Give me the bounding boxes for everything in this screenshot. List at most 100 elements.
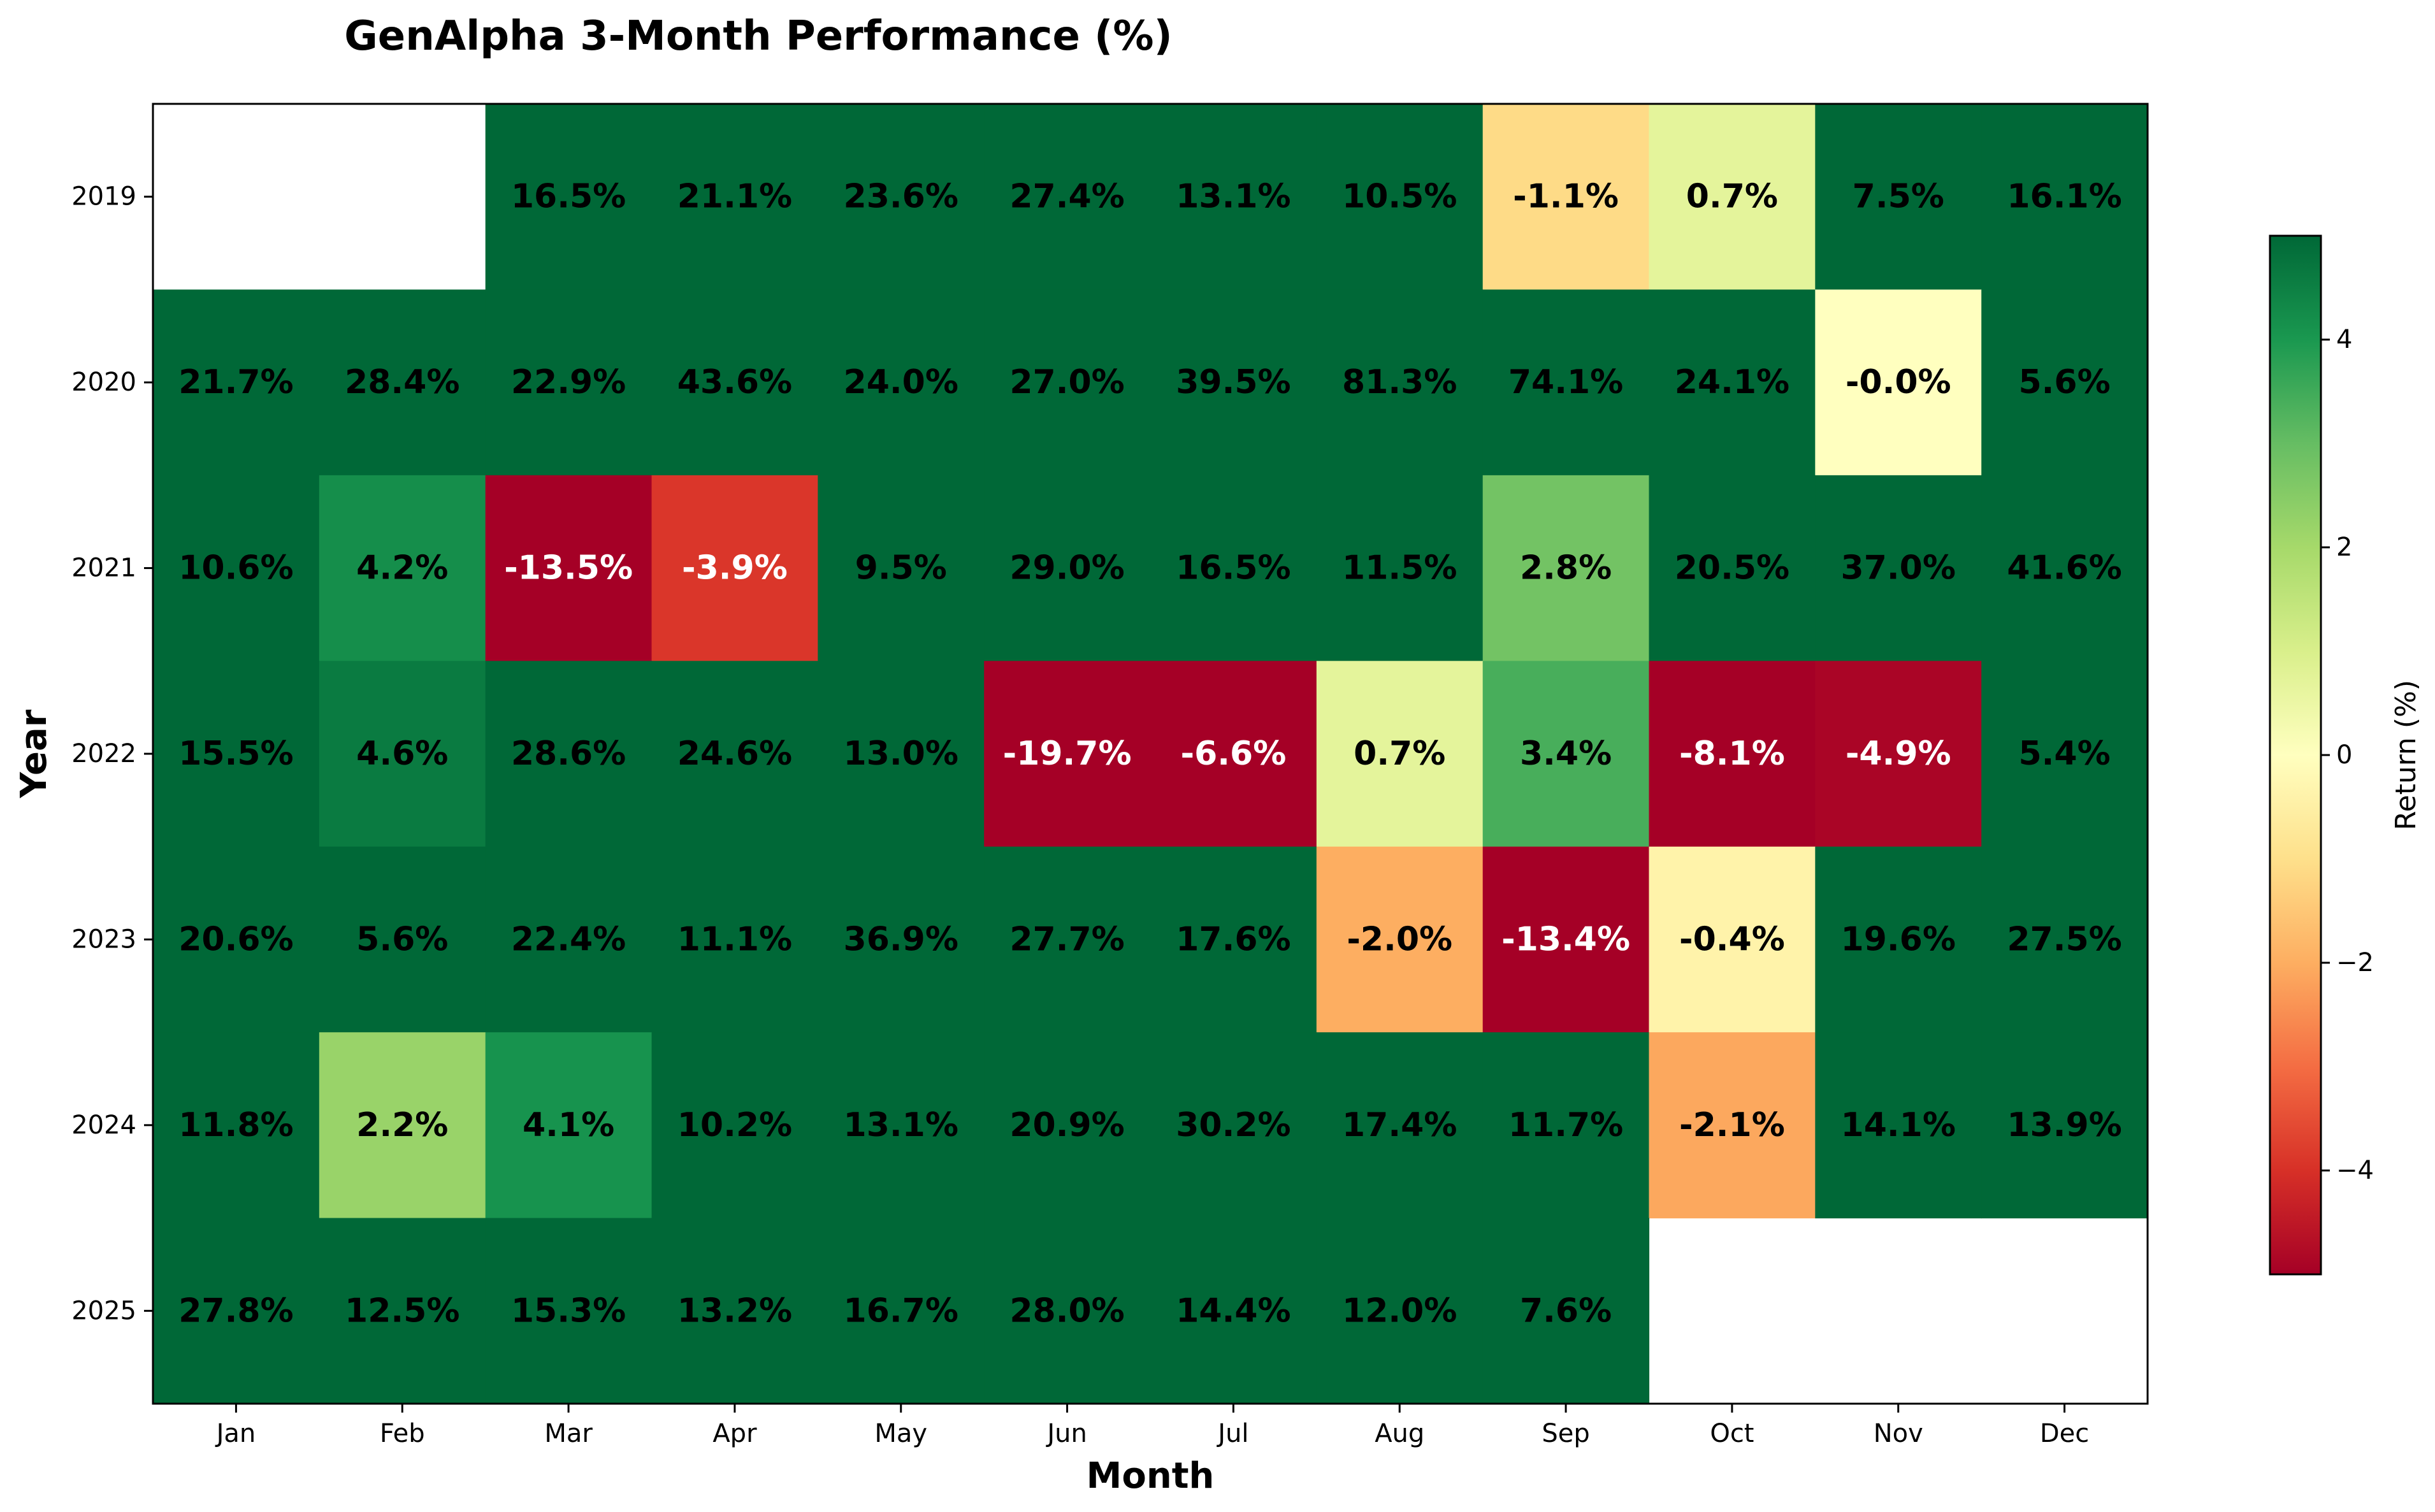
heatmap-cell <box>319 1218 486 1404</box>
cell-value-label: 4.6% <box>356 735 448 773</box>
x-tick-label: Nov <box>1874 1419 1923 1448</box>
y-axis-label: Year <box>13 709 55 798</box>
heatmap-cell <box>1150 1218 1317 1404</box>
heatmap-cell <box>1815 661 1982 847</box>
heatmap-cell <box>984 475 1151 661</box>
cell-value-label: 14.1% <box>1841 1106 1956 1144</box>
cell-value-label: 27.7% <box>1009 920 1124 958</box>
cell-value-label: 20.5% <box>1675 549 1789 587</box>
heatmap-cell <box>651 289 818 476</box>
cell-value-label: 3.4% <box>1520 735 1612 773</box>
heatmap-cell <box>1150 1032 1317 1219</box>
heatmap-cell <box>984 289 1151 476</box>
cell-value-label: 11.7% <box>1508 1106 1623 1144</box>
heatmap-cell <box>485 289 653 476</box>
cell-value-label: -13.5% <box>504 549 633 587</box>
heatmap-cell <box>1482 846 1650 1033</box>
cell-value-label: 19.6% <box>1841 920 1956 958</box>
cell-value-label: -6.6% <box>1181 735 1287 773</box>
cell-value-label: 81.3% <box>1342 363 1457 401</box>
cell-value-label: -3.9% <box>682 549 788 587</box>
cell-value-label: 24.6% <box>677 735 792 773</box>
colorbar-label: Return (%) <box>2390 680 2422 830</box>
cell-value-label: 2.2% <box>356 1106 448 1144</box>
heatmap-cell <box>1981 661 2148 847</box>
cell-value-label: 13.1% <box>844 1106 958 1144</box>
cell-value-label: -13.4% <box>1501 920 1630 958</box>
heatmap-cell <box>1981 104 2148 291</box>
heatmap-cell-labels: 16.5% 21.1% 23.6% 27.4% 13.1% 10.5% -1.1% 0.7% 7… <box>178 178 2122 1330</box>
heatmap-cell <box>1649 846 1816 1033</box>
cell-value-label: 20.9% <box>1009 1106 1124 1144</box>
heatmap-cell <box>1482 104 1650 291</box>
cell-value-label: 22.9% <box>511 363 626 401</box>
y-tick-label: 2020 <box>71 368 136 397</box>
cell-value-label: 22.4% <box>511 920 626 958</box>
heatmap-cell <box>1316 1218 1484 1404</box>
cell-value-label: 5.4% <box>2018 735 2110 773</box>
heatmap-cell <box>1649 661 1816 847</box>
cell-value-label: 4.2% <box>356 549 448 587</box>
heatmap-cell <box>818 475 985 661</box>
heatmap-cell <box>1815 1032 1982 1219</box>
heatmap-cell <box>153 661 320 847</box>
cell-value-label: 15.3% <box>511 1292 626 1330</box>
heatmap-cell <box>319 289 486 476</box>
cell-value-label: -0.0% <box>1846 363 1951 401</box>
y-tick-label: 2021 <box>71 554 136 583</box>
heatmap-cell <box>1482 289 1650 476</box>
heatmap-cell <box>984 846 1151 1033</box>
cell-value-label: 20.6% <box>178 920 293 958</box>
cell-value-label: 24.1% <box>1675 363 1789 401</box>
cell-value-label: 30.2% <box>1176 1106 1290 1144</box>
heatmap-cell <box>651 475 818 661</box>
heatmap-cell <box>1482 475 1650 661</box>
heatmap-cell <box>1649 104 1816 291</box>
x-axis-label: Month <box>1087 1455 1215 1497</box>
colorbar-tick-label: −4 <box>2336 1156 2374 1185</box>
x-tick-label: Aug <box>1375 1419 1424 1448</box>
cell-value-label: 24.0% <box>844 363 958 401</box>
cell-value-label: 27.5% <box>2007 920 2121 958</box>
heatmap-cell <box>818 661 985 847</box>
x-tick-label: Dec <box>2040 1419 2089 1448</box>
cell-value-label: -4.9% <box>1846 735 1951 773</box>
heatmap-cell <box>818 1218 985 1404</box>
heatmap-cell <box>1316 475 1484 661</box>
cell-value-label: 13.1% <box>1176 178 1290 216</box>
y-tick-label: 2022 <box>71 739 136 768</box>
x-tick-label: Mar <box>544 1419 593 1448</box>
heatmap-cell <box>1150 475 1317 661</box>
cell-value-label: -2.0% <box>1347 920 1452 958</box>
heatmap-cell <box>1815 104 1982 291</box>
heatmap-cell <box>319 846 486 1033</box>
heatmap-cell <box>1649 475 1816 661</box>
heatmap-cell <box>319 475 486 661</box>
heatmap-cell <box>1316 1032 1484 1219</box>
heatmap-cell <box>1981 1032 2148 1219</box>
heatmap-cell <box>1150 661 1317 847</box>
cell-value-label: 14.4% <box>1176 1292 1290 1330</box>
colorbar: 4 2 0 −2 −4 Return (%) <box>2269 234 2422 1276</box>
colorbar-tick-label: 2 <box>2336 533 2352 562</box>
x-tick-label: Feb <box>380 1419 425 1448</box>
heatmap-cell <box>1482 1032 1650 1219</box>
cell-value-label: 17.6% <box>1176 920 1290 958</box>
cell-value-label: 41.6% <box>2007 549 2121 587</box>
heatmap-cell <box>485 846 653 1033</box>
cell-value-label: 10.5% <box>1342 178 1457 216</box>
cell-value-label: 13.2% <box>677 1292 792 1330</box>
cell-value-label: 37.0% <box>1841 549 1956 587</box>
colorbar-tick-label: −2 <box>2336 948 2374 977</box>
heatmap-cell <box>651 1032 818 1219</box>
heatmap-cell <box>1815 475 1982 661</box>
heatmap-cell <box>1150 846 1317 1033</box>
heatmap-cell <box>1649 289 1816 476</box>
cell-value-label: -2.1% <box>1679 1106 1785 1144</box>
cell-value-label: -0.4% <box>1679 920 1785 958</box>
cell-value-label: 74.1% <box>1508 363 1623 401</box>
cell-value-label: 16.1% <box>2007 178 2121 216</box>
heatmap-cell <box>984 1032 1151 1219</box>
